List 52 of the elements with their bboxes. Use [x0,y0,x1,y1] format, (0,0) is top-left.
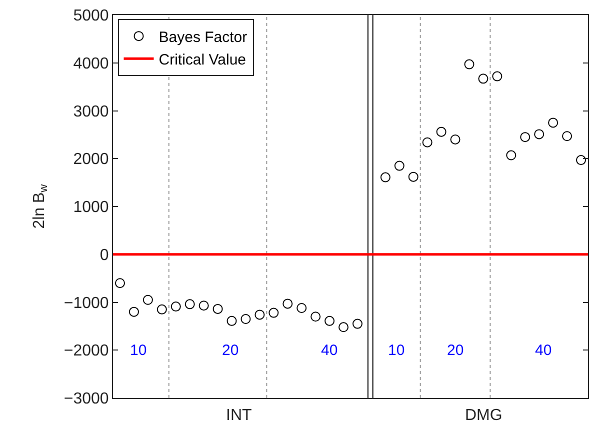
point [562,131,572,142]
annotation: 10 [130,342,147,359]
point [520,132,530,142]
text: INT [226,407,252,424]
y-tick-label: 0 [100,246,109,264]
point [408,172,418,182]
point [576,155,586,166]
point [226,316,237,326]
point [450,134,460,144]
point [324,316,335,326]
point [338,322,349,332]
point [436,126,446,137]
legend-label: Critical Value [158,51,246,68]
y-tick-label: 1000 [73,199,109,216]
annotation: 40 [535,342,552,359]
text: DMG [465,407,502,424]
point [352,318,362,329]
point [282,298,293,309]
point [212,304,223,314]
point [198,300,209,311]
annotation: 20 [222,342,239,359]
point [142,294,153,305]
point [128,306,139,317]
point [380,172,390,182]
annotation: 40 [321,342,338,359]
point [534,129,544,140]
point [492,71,502,82]
point [268,308,279,318]
point [184,299,195,310]
point [114,278,125,288]
y-tick-label: −3000 [64,390,109,408]
y-tick-label: 3000 [73,103,109,120]
y-tick-label: 4000 [73,55,109,72]
point [422,137,432,148]
point [548,118,558,128]
annotation: 20 [447,342,464,359]
point [310,312,321,322]
point [394,160,404,171]
y-tick-label: 5000 [73,8,109,25]
point [464,59,474,70]
point [296,303,307,313]
point [156,304,167,314]
y-tick-label: 2000 [73,151,109,168]
point [506,150,516,160]
point [240,314,251,324]
point [254,310,265,320]
legend-label: Bayes Factor [158,28,248,46]
point [170,302,181,312]
point [478,74,488,84]
annotation: 10 [388,342,405,359]
y-tick-label: −1000 [64,294,109,312]
y-tick-label: −2000 [64,342,109,360]
